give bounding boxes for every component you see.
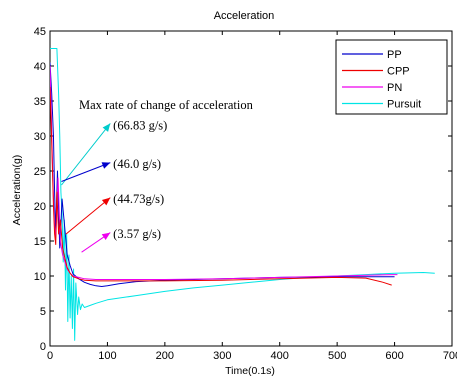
annotation-arrow-shaft	[65, 197, 111, 235]
y-tick-label: 25	[34, 166, 46, 178]
x-tick-label: 200	[156, 350, 174, 362]
x-tick-label: 700	[443, 350, 457, 362]
y-tick-label: 20	[34, 201, 46, 213]
x-tick-label: 100	[98, 350, 116, 362]
annotation-heading: Max rate of change of acceleration	[79, 98, 254, 112]
y-tick-label: 40	[34, 61, 46, 73]
legend-label-pp: PP	[387, 49, 402, 61]
annotation-arrow-head	[101, 162, 111, 169]
y-tick-label: 30	[34, 131, 46, 143]
annotation-rate-label: (46.0 g/s)	[113, 157, 161, 171]
y-tick-label: 45	[34, 26, 46, 38]
annotation-arrow-head	[101, 232, 111, 241]
annotation-arrow-shaft	[61, 162, 111, 182]
series-line-cpp	[50, 86, 392, 286]
y-tick-label: 5	[40, 306, 46, 318]
x-tick-label: 0	[47, 350, 53, 362]
annotations-layer: Max rate of change of acceleration (66.83…	[61, 98, 254, 253]
y-tick-label: 0	[40, 341, 46, 353]
x-tick-label: 600	[385, 350, 403, 362]
y-axis-label: Acceleration(g)	[11, 155, 23, 226]
annotation-rate-label: (3.57 g/s)	[113, 227, 161, 241]
annotation-arrow-head	[101, 197, 111, 206]
x-tick-label: 300	[213, 350, 231, 362]
x-tick-label: 500	[328, 350, 346, 362]
legend: PP CPP PN Pursuit	[335, 39, 448, 115]
series-layer	[50, 48, 435, 341]
legend-label-pursuit: Pursuit	[387, 99, 421, 111]
legend-box	[335, 39, 448, 115]
annotation-arrow-head	[102, 123, 111, 132]
ticks-layer: 0 100 200 300 400 500 600 700 0 5 10 15 20 25 30 35 40 45	[34, 26, 457, 362]
annotation-rate-label: (66.83 g/s)	[113, 119, 167, 133]
y-tick-label: 35	[34, 96, 46, 108]
y-tick-label: 15	[34, 236, 46, 248]
annotation-rate-label: (44.73g/s)	[113, 192, 164, 206]
x-tick-label: 400	[271, 350, 289, 362]
chart-title: Acceleration	[214, 10, 275, 22]
legend-label-pn: PN	[387, 82, 402, 94]
legend-label-cpp: CPP	[387, 66, 410, 78]
y-tick-label: 10	[34, 271, 46, 283]
x-axis-label: Time(0.1s)	[225, 365, 275, 376]
annotation-arrow-shaft	[61, 123, 111, 186]
